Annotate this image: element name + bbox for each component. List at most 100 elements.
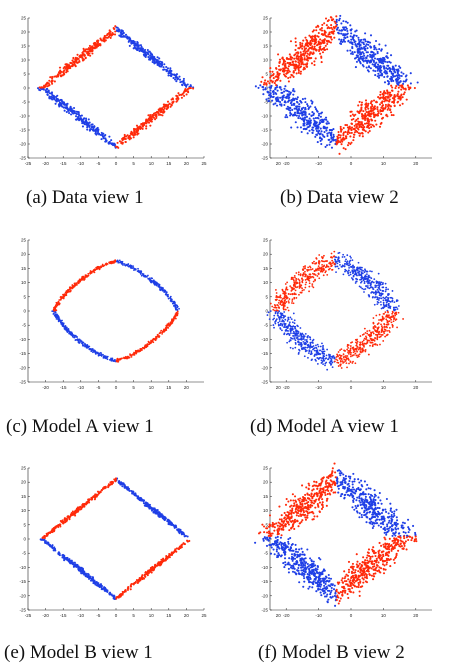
- data-point-blue: [342, 26, 345, 29]
- data-point-blue: [290, 328, 293, 331]
- data-point-red: [356, 356, 359, 358]
- data-point-blue: [365, 56, 368, 59]
- data-point-red: [309, 273, 312, 276]
- data-point-red: [368, 127, 371, 130]
- data-point-blue: [321, 120, 324, 123]
- data-point-blue: [262, 93, 265, 96]
- data-point-blue: [351, 259, 354, 261]
- data-point-red: [345, 362, 348, 365]
- data-point-red: [349, 345, 352, 347]
- data-point-blue: [286, 320, 289, 322]
- data-point-blue: [97, 131, 100, 134]
- data-point-blue: [374, 296, 376, 299]
- data-point-blue: [349, 263, 352, 266]
- data-point-blue: [55, 318, 58, 320]
- data-point-blue: [334, 138, 337, 141]
- data-point-blue: [402, 72, 405, 75]
- data-point-red: [402, 318, 404, 320]
- data-point-red: [312, 48, 315, 51]
- data-point-blue: [57, 319, 60, 322]
- data-point-blue: [323, 352, 326, 355]
- data-point-red: [357, 104, 360, 107]
- data-point-blue: [357, 49, 360, 52]
- data-point-blue: [63, 102, 66, 105]
- data-point-blue: [291, 99, 294, 102]
- data-point-red: [54, 305, 57, 308]
- data-point-red: [123, 356, 125, 359]
- data-point-red: [378, 97, 381, 100]
- data-point-red: [370, 107, 373, 110]
- data-point-blue: [343, 34, 346, 37]
- data-point-blue: [344, 20, 348, 23]
- data-point-red: [151, 114, 154, 117]
- data-point-red: [357, 354, 359, 357]
- data-point-red: [371, 124, 374, 127]
- data-point-red: [362, 339, 365, 342]
- data-point-blue: [128, 44, 131, 47]
- data-point-red: [101, 263, 104, 266]
- data-point-blue: [364, 274, 367, 277]
- data-point-blue: [384, 60, 387, 63]
- data-point-blue: [376, 303, 379, 305]
- data-point-red: [356, 350, 358, 353]
- y-tick-label: -10: [261, 114, 268, 119]
- data-point-blue: [184, 83, 187, 86]
- data-point-blue: [319, 127, 322, 130]
- data-point-red: [110, 34, 113, 37]
- data-point-blue: [319, 136, 322, 139]
- data-point-red: [297, 271, 300, 274]
- data-point-blue: [301, 348, 304, 350]
- data-point-red: [175, 94, 178, 97]
- data-point-blue: [366, 285, 369, 287]
- data-point-blue: [272, 93, 275, 96]
- data-point-red: [140, 126, 143, 130]
- data-point-blue: [351, 36, 354, 39]
- data-point-blue: [330, 355, 332, 358]
- data-point-blue: [304, 101, 307, 104]
- data-point-red: [76, 53, 79, 56]
- data-point-red: [294, 37, 297, 40]
- data-point-blue: [326, 120, 329, 123]
- data-point-red: [263, 81, 266, 84]
- data-point-blue: [362, 60, 365, 63]
- data-point-red: [340, 143, 343, 146]
- data-point-blue: [365, 43, 368, 46]
- data-point-blue: [165, 293, 167, 296]
- data-point-blue: [113, 359, 116, 362]
- data-point-blue: [289, 339, 292, 342]
- data-point-red: [360, 123, 363, 126]
- data-point-blue: [374, 293, 377, 296]
- data-point-blue: [376, 298, 379, 301]
- data-point-red: [303, 288, 305, 291]
- data-point-blue: [353, 41, 356, 44]
- data-point-blue: [310, 114, 313, 117]
- data-point-red: [363, 342, 366, 345]
- data-point-blue: [45, 88, 48, 91]
- data-point-red: [308, 282, 311, 285]
- data-point-blue: [281, 98, 284, 101]
- data-point-blue: [90, 126, 93, 129]
- data-point-blue: [324, 357, 327, 360]
- data-point-blue: [145, 53, 148, 56]
- data-point-blue: [95, 133, 98, 136]
- data-point-red: [301, 280, 304, 283]
- data-point-blue: [302, 122, 305, 125]
- data-point-blue: [298, 103, 301, 106]
- data-point-red: [320, 61, 323, 64]
- data-point-red: [293, 281, 296, 283]
- x-tick-label: -25: [25, 161, 32, 166]
- y-tick-label: -5: [264, 323, 268, 328]
- data-point-red: [132, 136, 135, 139]
- data-point-red: [326, 48, 329, 51]
- data-point-blue: [283, 326, 285, 328]
- data-point-red: [281, 300, 284, 303]
- data-point-red: [270, 79, 273, 82]
- data-point-red: [288, 301, 290, 304]
- data-point-red: [101, 39, 104, 42]
- data-point-blue: [303, 127, 306, 130]
- data-point-blue: [159, 288, 161, 291]
- data-point-red: [344, 350, 346, 352]
- data-point-blue: [353, 34, 356, 37]
- data-point-red: [93, 46, 96, 49]
- data-point-blue: [380, 69, 383, 72]
